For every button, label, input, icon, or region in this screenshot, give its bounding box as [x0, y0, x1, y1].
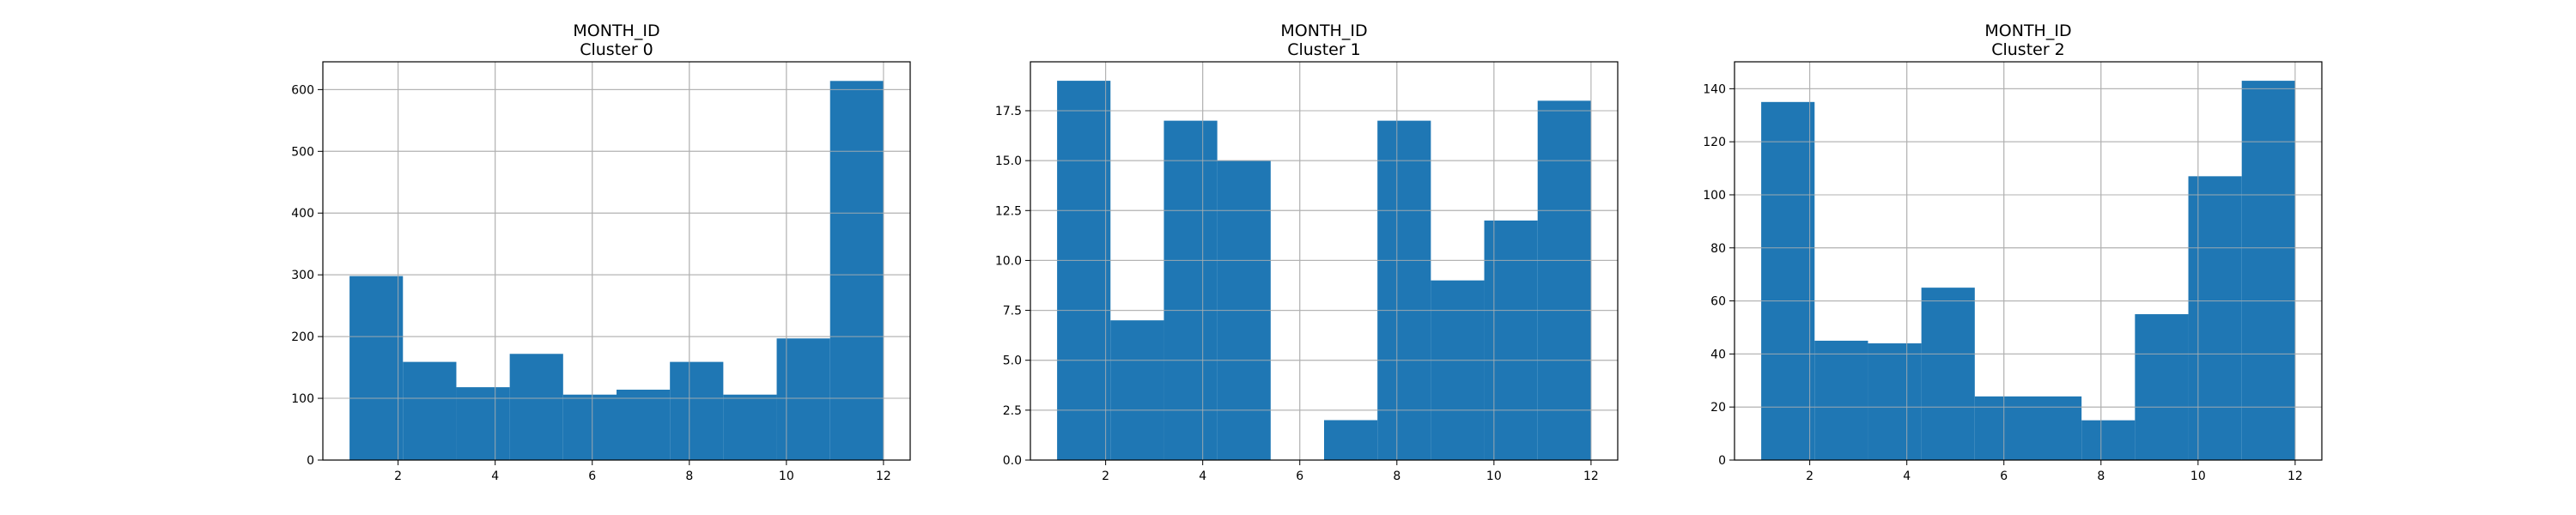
x-tick-label: 8	[685, 470, 693, 483]
histogram-bar	[670, 361, 724, 460]
histogram-bar	[1868, 343, 1922, 460]
histogram-bar	[2241, 81, 2295, 460]
histogram-bar	[2135, 314, 2189, 460]
histogram-bar	[1324, 420, 1378, 460]
y-tick-label: 12.5	[995, 204, 1022, 218]
x-tick-label: 12	[876, 470, 891, 483]
histogram-bar	[1974, 396, 2028, 460]
y-tick-label: 20	[1710, 401, 1726, 415]
histogram-bar	[1163, 120, 1218, 461]
histogram-bar	[1537, 100, 1591, 460]
x-tick-label: 4	[1903, 470, 1911, 483]
histogram-bar	[1814, 340, 1868, 460]
y-tick-label: 40	[1710, 348, 1726, 361]
y-tick-label: 60	[1710, 295, 1726, 309]
histogram-bar	[1431, 280, 1485, 460]
histogram-bar	[509, 354, 563, 460]
y-tick-label: 2.5	[1003, 404, 1022, 418]
x-tick-label: 4	[491, 470, 499, 483]
y-tick-label: 17.5	[995, 105, 1022, 118]
x-tick-label: 2	[394, 470, 402, 483]
y-tick-label: 80	[1710, 242, 1726, 256]
y-tick-label: 5.0	[1003, 354, 1022, 368]
y-tick-label: 10.0	[995, 254, 1022, 268]
y-tick-label: 0.0	[1003, 454, 1022, 468]
histogram-bar	[1484, 220, 1538, 460]
panel-cluster-1: MONTH_ID Cluster 1 0.0 2.5 5.0 7.5 10.0 12.5 1…	[995, 21, 1619, 483]
y-tick-label: 140	[1703, 82, 1726, 96]
x-tick-label: 4	[1199, 470, 1206, 483]
histogram-bar	[1057, 81, 1111, 460]
y-tick-label: 200	[291, 330, 314, 344]
y-tick-label: 600	[291, 83, 314, 97]
x-tick-label: 2	[1806, 470, 1814, 483]
panel-cluster-2: MONTH_ID Cluster 2 0 20 40 60 80 100 120 140 2 4 6…	[1703, 21, 2323, 483]
histogram-bar	[2081, 420, 2136, 460]
x-tick-label: 12	[2287, 470, 2303, 483]
histogram-bar	[1377, 120, 1431, 461]
histogram-bar	[403, 361, 457, 460]
x-tick-label: 10	[2190, 470, 2206, 483]
y-tick-label: 7.5	[1003, 305, 1022, 318]
histogram-bar	[829, 81, 884, 460]
x-tick-label: 2	[1102, 470, 1109, 483]
x-tick-label: 6	[1296, 470, 1303, 483]
axes-frame	[322, 61, 911, 461]
y-tick-label: 100	[1703, 189, 1726, 203]
y-tick-label: 100	[291, 392, 314, 406]
y-tick-label: 15.0	[995, 154, 1022, 168]
x-tick-label: 8	[2097, 470, 2105, 483]
panel-title: MONTH_ID	[1280, 21, 1367, 40]
histogram-bar	[723, 394, 777, 460]
x-tick-label: 10	[779, 470, 794, 483]
x-tick-label: 6	[588, 470, 596, 483]
histogram-bar	[1761, 101, 1815, 460]
panel-subtitle: Cluster 0	[580, 40, 653, 59]
panel-subtitle: Cluster 2	[1991, 40, 2065, 59]
histogram-bar	[617, 389, 671, 460]
histogram-bar	[776, 338, 830, 460]
y-tick-label: 0	[307, 454, 314, 468]
axes-frame	[1734, 61, 2323, 461]
x-tick-label: 8	[1393, 470, 1400, 483]
panel-subtitle: Cluster 1	[1287, 40, 1361, 59]
y-tick-label: 400	[291, 207, 314, 221]
panel-cluster-0: MONTH_ID Cluster 0 0 100 200 300 400 500 600 2 4…	[291, 21, 911, 483]
y-tick-label: 120	[1703, 136, 1726, 149]
histogram-bar	[562, 394, 617, 460]
histogram-bar	[2188, 176, 2242, 460]
axes-frame	[1030, 61, 1619, 461]
panel-title: MONTH_ID	[573, 21, 659, 40]
y-tick-label: 300	[291, 269, 314, 282]
x-tick-label: 10	[1486, 470, 1502, 483]
histogram-bar	[1110, 320, 1164, 460]
x-tick-label: 6	[2000, 470, 2008, 483]
histogram-bar	[349, 276, 404, 460]
y-tick-label: 0	[1718, 454, 1726, 468]
histogram-bar	[2028, 396, 2082, 460]
x-tick-label: 12	[1583, 470, 1599, 483]
panel-title: MONTH_ID	[1984, 21, 2071, 40]
histogram-bar	[1921, 288, 1975, 460]
histogram-bar	[456, 387, 510, 460]
y-tick-label: 500	[291, 145, 314, 159]
